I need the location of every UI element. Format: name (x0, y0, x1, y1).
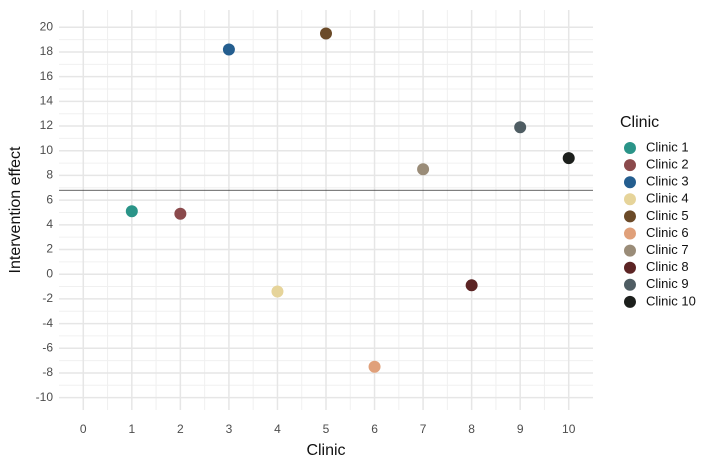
x-tick-label: 10 (562, 422, 576, 436)
legend-label: Clinic 5 (646, 208, 689, 223)
x-tick-label: 8 (468, 422, 475, 436)
y-tick-label: 14 (40, 94, 54, 108)
y-tick-label: -4 (42, 316, 53, 330)
x-tick-label: 5 (323, 422, 330, 436)
legend-label: Clinic 2 (646, 157, 689, 172)
y-tick-label: 4 (46, 217, 53, 231)
legend-label: Clinic 7 (646, 242, 689, 257)
y-tick-label: -10 (36, 390, 54, 404)
point (417, 163, 430, 176)
legend-label: Clinic 4 (646, 191, 689, 206)
y-tick-label: 16 (40, 69, 54, 83)
legend-label: Clinic 9 (646, 276, 689, 291)
x-tick-label: 3 (226, 422, 233, 436)
y-tick-label: -6 (42, 340, 53, 354)
point (271, 285, 284, 298)
y-tick-label: 8 (46, 168, 53, 182)
point (222, 43, 235, 56)
x-tick-label: 0 (80, 422, 87, 436)
legend-title: Clinic (620, 114, 659, 131)
x-axis-title: Clinic (306, 442, 345, 459)
x-tick-label: 4 (274, 422, 281, 436)
y-axis-title: Intervention effect (7, 146, 24, 273)
legend-swatch (624, 142, 636, 154)
legend-label: Clinic 3 (646, 174, 689, 189)
y-tick-label: -2 (42, 291, 53, 305)
point (320, 27, 332, 40)
point (368, 360, 381, 373)
point (174, 207, 187, 220)
y-tick-label: 0 (46, 266, 53, 280)
x-tick-label: 2 (177, 422, 184, 436)
y-tick-label: 2 (46, 242, 53, 256)
point (514, 121, 527, 134)
x-tick-label: 1 (128, 422, 135, 436)
legend-swatch (624, 210, 636, 223)
y-tick-label: 10 (40, 143, 54, 157)
x-tick-label: 6 (371, 422, 378, 436)
legend-label: Clinic 6 (646, 225, 689, 240)
legend-swatch (624, 295, 636, 308)
y-tick-label: -8 (42, 365, 53, 379)
legend-label: Clinic 1 (646, 139, 689, 154)
point (562, 152, 575, 165)
y-tick-label: 20 (40, 19, 54, 33)
legend-swatch (624, 278, 636, 291)
legend-label: Clinic 8 (646, 259, 689, 274)
x-tick-label: 7 (420, 422, 427, 436)
legend-swatch (624, 193, 636, 206)
y-tick-label: 12 (40, 118, 54, 132)
x-tick-label: 9 (517, 422, 524, 436)
legend-swatch (624, 159, 636, 172)
legend-swatch (624, 176, 636, 189)
point (125, 205, 138, 218)
legend-swatch (624, 261, 636, 274)
legend-label: Clinic 10 (646, 293, 696, 308)
point (465, 279, 478, 292)
legend-swatch (624, 227, 636, 240)
y-tick-label: 18 (40, 44, 54, 58)
y-tick-label: 6 (46, 192, 53, 206)
legend-swatch (624, 244, 636, 257)
